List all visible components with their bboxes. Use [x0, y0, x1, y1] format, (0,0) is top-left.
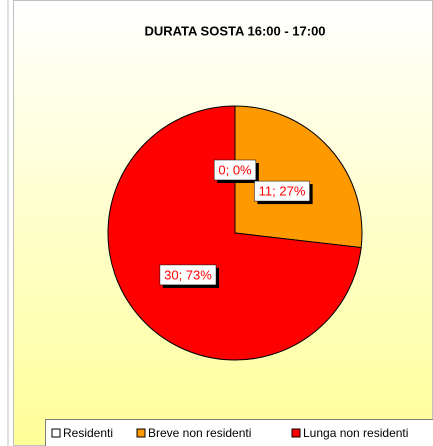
legend-label: Breve non residenti	[148, 426, 251, 440]
legend-swatch	[51, 428, 61, 438]
data-label-box	[213, 159, 257, 181]
pie-slice	[107, 105, 362, 361]
legend-label: Lunga non residenti	[303, 426, 408, 440]
data-label-box	[159, 264, 217, 286]
data-label: 11; 27%	[259, 184, 306, 199]
legend-swatch	[291, 428, 301, 438]
chart-title: DURATA SOSTA 16:00 - 17:00	[144, 23, 325, 38]
data-label: 0; 0%	[218, 162, 252, 177]
data-label: 30; 73%	[164, 267, 212, 282]
legend-swatch	[136, 428, 146, 438]
pie-slice	[234, 105, 363, 249]
legend-label: Residenti	[63, 426, 113, 440]
legend-box	[45, 419, 433, 446]
data-label-box	[254, 180, 310, 202]
